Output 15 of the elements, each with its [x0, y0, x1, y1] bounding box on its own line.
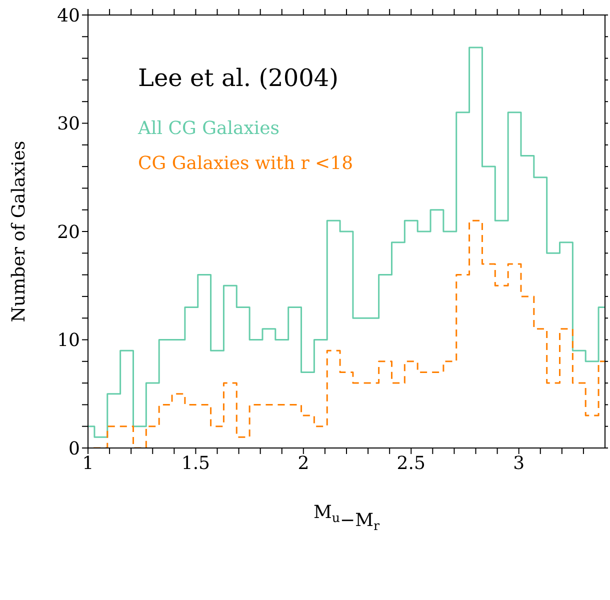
- x-axis-title: M$_{u}$−M$_{r}$: [313, 502, 381, 533]
- text: All CG Galaxies: [138, 118, 281, 139]
- x-tick-label: 3: [513, 452, 525, 474]
- y-axis-title: Number of Galaxies: [8, 140, 30, 322]
- y-tick-label: 10: [57, 330, 80, 352]
- annotation: Lee et al. (2004): [138, 64, 338, 92]
- y-tick-label: 0: [68, 438, 80, 460]
- text: CG Galaxies with r <18: [138, 153, 354, 174]
- y-tick-label: 30: [57, 114, 80, 135]
- x-tick-label: 2: [298, 452, 310, 474]
- x-tick-label: 1: [82, 452, 94, 474]
- y-tick-label: 40: [57, 5, 80, 26]
- x-tick-label: 2.5: [396, 452, 426, 474]
- x-tick-label: 1.5: [181, 452, 210, 474]
- y-tick-label: 20: [57, 222, 80, 243]
